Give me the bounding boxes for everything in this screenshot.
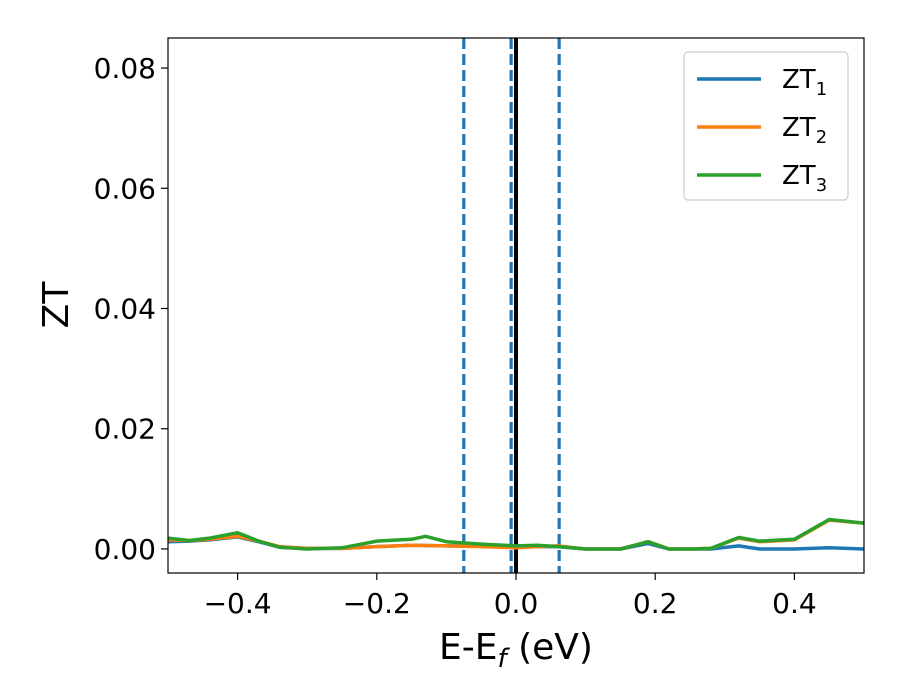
y-tick-label: 0.02 bbox=[94, 413, 156, 446]
x-tick-label: −0.4 bbox=[204, 587, 272, 620]
legend-frame bbox=[683, 51, 849, 201]
series-lines bbox=[168, 517, 864, 551]
x-axis: −0.4 −0.2 0.0 0.2 0.4 bbox=[204, 573, 817, 620]
x-tick-label: 0.2 bbox=[633, 587, 678, 620]
reference-lines bbox=[462, 38, 561, 573]
x-tick-label: 0.4 bbox=[772, 587, 817, 620]
y-tick-label: 0.00 bbox=[94, 533, 156, 566]
y-tick-label: 0.06 bbox=[94, 172, 156, 205]
series-line-3 bbox=[168, 517, 864, 551]
legend-label-3: ZT3 bbox=[782, 161, 827, 196]
y-axis-title: ZT bbox=[36, 281, 77, 329]
y-tick-label: 0.04 bbox=[94, 293, 156, 326]
legend-label-2: ZT2 bbox=[782, 113, 827, 148]
y-tick-label: 0.08 bbox=[94, 52, 156, 85]
y-axis: 0.00 0.02 0.04 0.06 0.08 bbox=[94, 52, 168, 566]
legend: ZT1 ZT2 ZT3 bbox=[683, 51, 849, 201]
x-axis-title: E-Ef (eV) bbox=[439, 627, 593, 674]
x-tick-label: 0.0 bbox=[494, 587, 539, 620]
x-tick-label: −0.2 bbox=[343, 587, 411, 620]
legend-label-1: ZT1 bbox=[782, 65, 827, 100]
